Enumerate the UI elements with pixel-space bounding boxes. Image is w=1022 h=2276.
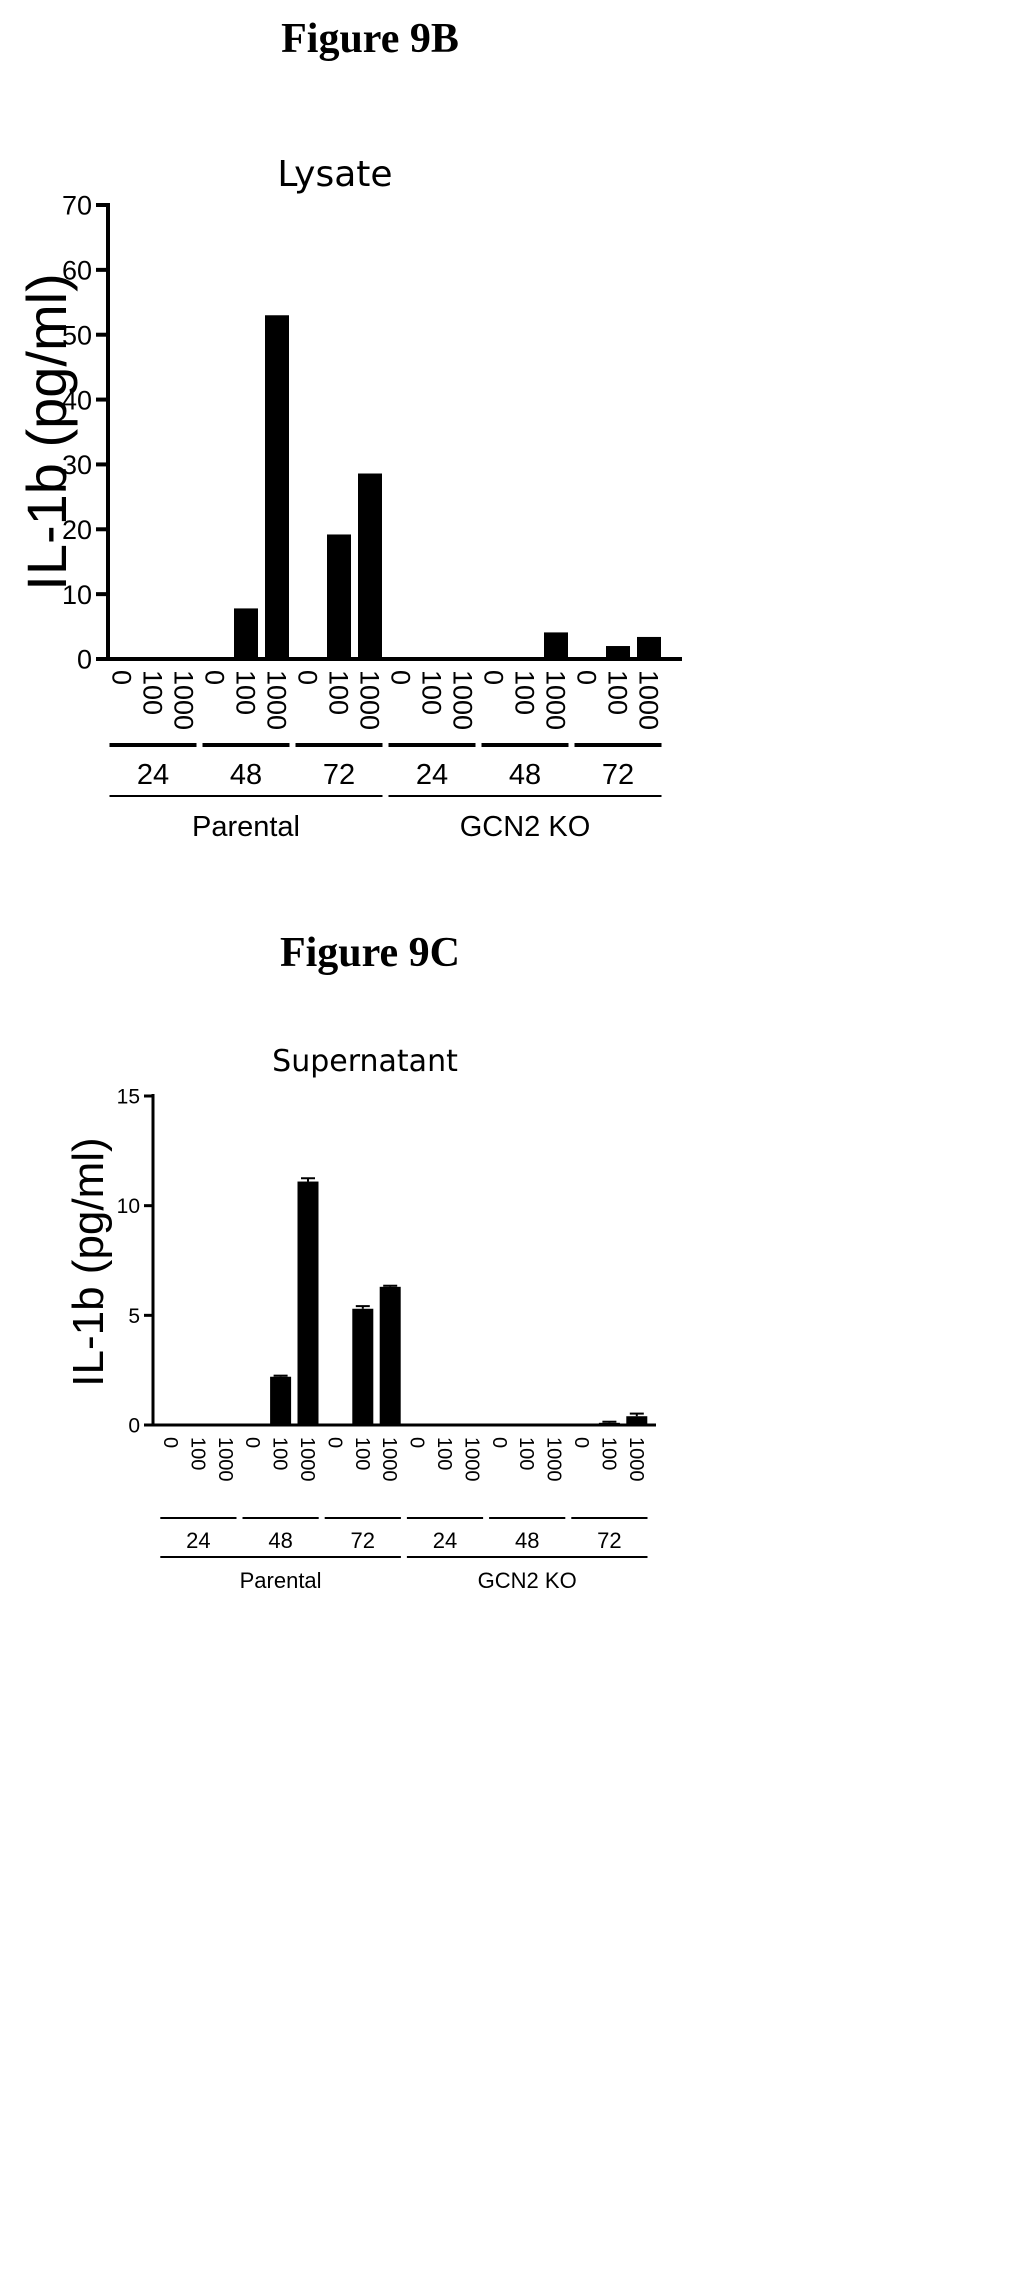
dose-label: 100 xyxy=(510,670,540,715)
dose-label: 100 xyxy=(186,1437,208,1470)
chart-title-lysate: Lysate xyxy=(277,154,392,195)
dose-label: 1000 xyxy=(355,670,385,730)
y-tick-label: 30 xyxy=(62,450,92,480)
time-group-label: 48 xyxy=(268,1528,292,1553)
bar xyxy=(265,315,289,659)
time-group-label: 24 xyxy=(416,759,448,791)
dose-label: 1000 xyxy=(541,670,571,730)
y-tick-label: 5 xyxy=(128,1305,140,1328)
dose-label: 0 xyxy=(323,1437,345,1448)
chart-title-supernatant: Supernatant xyxy=(272,1044,458,1079)
y-axis-label-9b: IL-1b (pg/ml) xyxy=(15,273,78,590)
dose-label: 100 xyxy=(433,1437,455,1470)
dose-label: 0 xyxy=(479,670,509,685)
time-group-label: 24 xyxy=(433,1528,457,1553)
dose-label: 0 xyxy=(570,1437,592,1448)
y-tick-label: 15 xyxy=(117,1086,140,1109)
cell-group-label: Parental xyxy=(192,811,300,843)
dose-label: 100 xyxy=(324,670,354,715)
figure-9b-label: Figure 9B xyxy=(281,16,459,62)
bar xyxy=(234,608,258,659)
time-group-label: 48 xyxy=(515,1528,539,1553)
dose-label: 100 xyxy=(231,670,261,715)
y-tick-label: 0 xyxy=(77,645,92,675)
y-tick-label: 0 xyxy=(128,1415,140,1438)
bar xyxy=(358,473,382,659)
y-tick-label: 40 xyxy=(62,385,92,415)
dose-label: 100 xyxy=(138,670,168,715)
time-group-label: 72 xyxy=(602,759,634,791)
dose-labels-9b: 0 100 1000 0 100 1000 0 100 1000 0 100 1000 0 100 1000… xyxy=(107,670,664,730)
bar xyxy=(327,534,351,659)
bar xyxy=(379,1286,401,1425)
bar xyxy=(626,1416,648,1425)
cell-group-label: Parental xyxy=(240,1568,322,1593)
y-tick-label: 60 xyxy=(62,256,92,286)
bar xyxy=(544,632,568,659)
time-group-label: 48 xyxy=(509,759,541,791)
figure-9c-label: Figure 9C xyxy=(280,930,460,976)
time-group-label: 72 xyxy=(597,1528,621,1553)
dose-label: 100 xyxy=(351,1437,373,1470)
dose-label: 0 xyxy=(572,670,602,685)
time-group-label: 24 xyxy=(186,1528,210,1553)
dose-label: 1000 xyxy=(378,1437,400,1482)
group-labels-9b: 24 48 72 24 48 72 Parental GCN2 KO xyxy=(109,743,662,843)
dose-label: 1000 xyxy=(543,1437,565,1482)
dose-label: 100 xyxy=(269,1437,291,1470)
cell-group-label: GCN2 KO xyxy=(460,811,591,843)
dose-labels-9c: 0 100 1000 0 100 1000 0 100 1000 0 100 1000 0 100 1000… xyxy=(159,1437,647,1482)
dose-label: 0 xyxy=(107,670,137,685)
dose-label: 100 xyxy=(597,1437,619,1470)
y-tick-label: 50 xyxy=(62,320,92,350)
bar xyxy=(297,1181,319,1425)
y-tick-label: 70 xyxy=(62,191,92,221)
bar xyxy=(637,636,661,659)
dose-label: 0 xyxy=(159,1437,181,1448)
dose-label: 1000 xyxy=(460,1437,482,1482)
y-axis-9b: 0 10 20 30 40 50 60 70 xyxy=(62,191,110,675)
dose-label: 0 xyxy=(241,1437,263,1448)
dose-label: 100 xyxy=(603,670,633,715)
dose-label: 0 xyxy=(293,670,323,685)
y-tick-label: 10 xyxy=(62,580,92,610)
dose-label: 1000 xyxy=(296,1437,318,1482)
time-group-label: 24 xyxy=(137,759,169,791)
time-group-label: 72 xyxy=(323,759,355,791)
dose-label: 1000 xyxy=(634,670,664,730)
dose-label: 1000 xyxy=(214,1437,236,1482)
dose-label: 0 xyxy=(406,1437,428,1448)
group-labels-9c: 24 48 72 24 48 72 Parental GCN2 KO xyxy=(160,1517,648,1593)
bars-9c xyxy=(270,1177,648,1425)
y-axis-9c: 0 5 10 15 xyxy=(117,1086,155,1438)
bar xyxy=(352,1308,374,1425)
dose-label: 0 xyxy=(488,1437,510,1448)
y-tick-label: 10 xyxy=(117,1195,140,1218)
time-group-label: 72 xyxy=(351,1528,375,1553)
panel-9c: Figure 9C Supernatant IL-1b (pg/ml) 0 5 10… xyxy=(64,930,656,1593)
cell-group-label: GCN2 KO xyxy=(478,1568,577,1593)
dose-label: 100 xyxy=(417,670,447,715)
dose-label: 1000 xyxy=(448,670,478,730)
bar xyxy=(606,646,630,659)
y-tick-label: 20 xyxy=(62,515,92,545)
panel-9b: Figure 9B Lysate IL-1b (pg/ml) 0 10 20 30 40… xyxy=(15,16,682,843)
dose-label: 100 xyxy=(515,1437,537,1470)
dose-label: 1000 xyxy=(625,1437,647,1482)
dose-label: 0 xyxy=(200,670,230,685)
dose-label: 1000 xyxy=(262,670,292,730)
y-axis-label-9c: IL-1b (pg/ml) xyxy=(64,1137,113,1386)
bars-9b xyxy=(172,315,661,659)
dose-label: 1000 xyxy=(169,670,199,730)
dose-label: 0 xyxy=(386,670,416,685)
time-group-label: 48 xyxy=(230,759,262,791)
bar xyxy=(270,1376,292,1425)
